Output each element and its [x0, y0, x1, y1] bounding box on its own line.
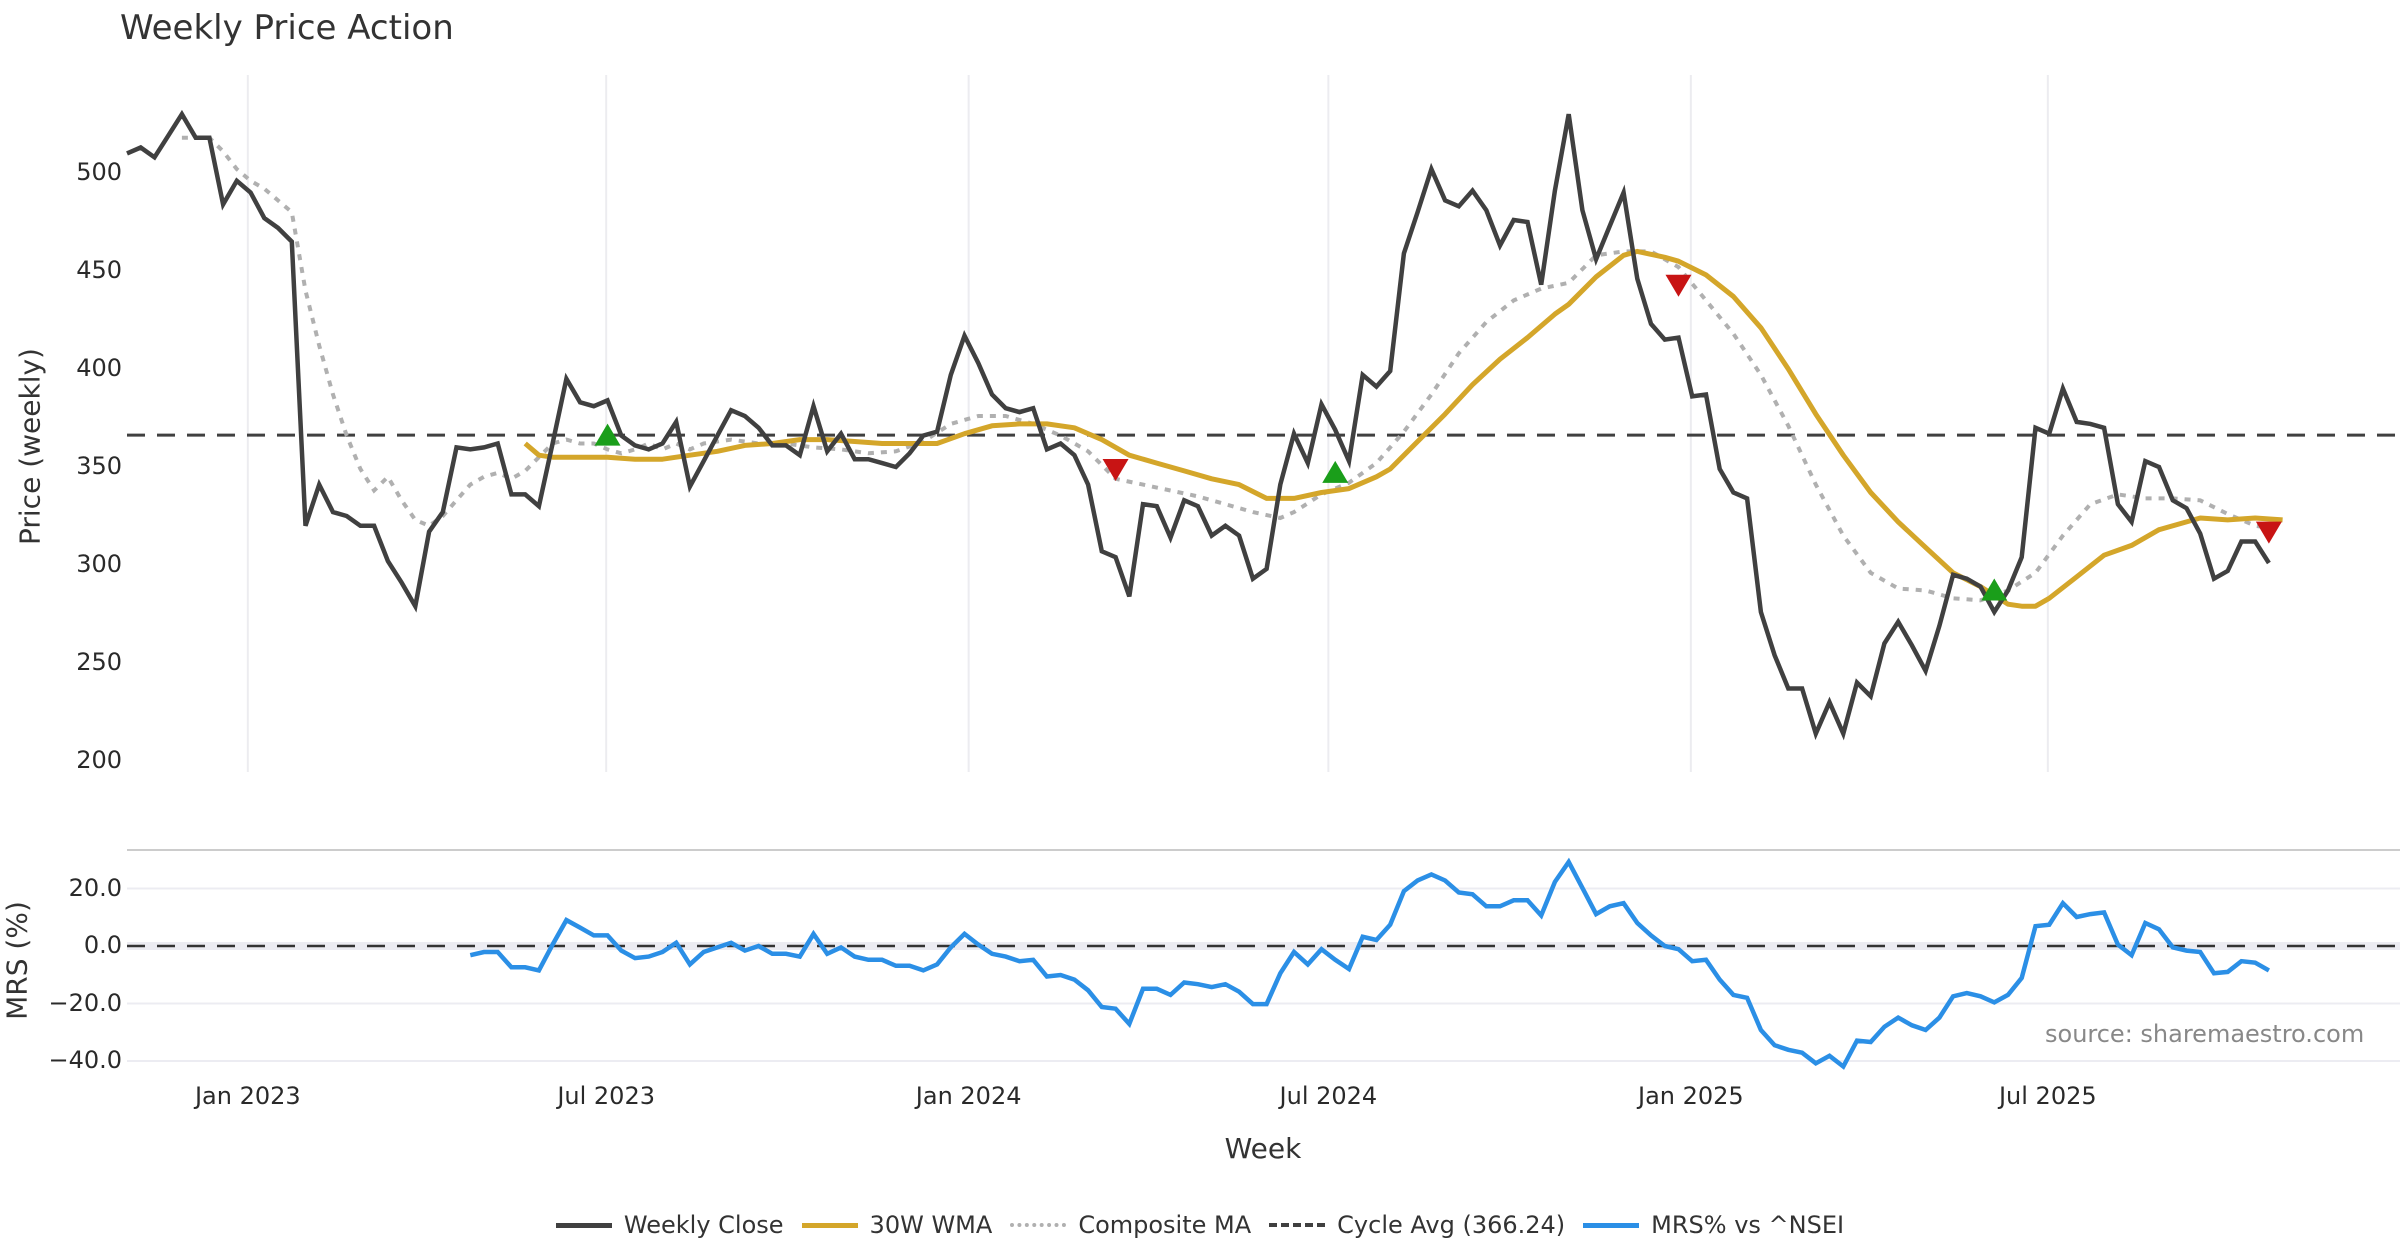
mrs-tick-label: −20.0 [48, 988, 122, 1017]
legend-label: Composite MA [1078, 1211, 1252, 1239]
legend-item[interactable]: Weekly Close [555, 1211, 784, 1239]
price-tick-label: 200 [76, 746, 122, 774]
mrs-tick-label: 0.0 [83, 931, 122, 959]
composite-ma-line [181, 135, 2283, 603]
source-note: source: sharemaestro.com [2045, 1020, 2365, 1048]
legend-swatch-icon [1583, 1222, 1640, 1228]
legend-item[interactable]: MRS% vs ^NSEI [1583, 1211, 1844, 1239]
mrs-axis-label: MRS (%) [0, 901, 34, 1020]
weekly-close-line [126, 109, 2271, 741]
price-tick-label: 500 [76, 158, 122, 186]
buy-signal-marker [1981, 578, 2008, 601]
price-tick-label: 450 [76, 256, 122, 284]
x-tick-label: Jul 2023 [557, 1082, 655, 1110]
price-tick-label: 350 [76, 452, 122, 480]
x-tick-label: Jan 2025 [1637, 1082, 1744, 1110]
legend-swatch-icon [1269, 1223, 1326, 1227]
buy-signal-marker [1322, 460, 1349, 483]
x-tick-label: Jan 2024 [915, 1082, 1022, 1110]
legend-item[interactable]: 30W WMA [801, 1211, 993, 1239]
price-tick-label: 400 [76, 354, 122, 382]
x-tick-label: Jan 2023 [194, 1082, 301, 1110]
legend-swatch-icon [801, 1222, 858, 1228]
legend-item[interactable]: Cycle Avg (366.24) [1269, 1211, 1565, 1239]
legend-swatch-icon [555, 1222, 612, 1228]
signal-markers [594, 274, 2282, 601]
price-tick-label: 250 [76, 648, 122, 676]
legend-label: Cycle Avg (366.24) [1337, 1211, 1566, 1239]
price-tick-label: 300 [76, 550, 122, 578]
mrs-tick-label: −40.0 [48, 1046, 122, 1074]
legend: Weekly Close 30W WMA Composite MA Cycle Avg… [0, 1211, 2400, 1239]
legend-label: 30W WMA [869, 1211, 993, 1239]
legend-label: MRS% vs ^NSEI [1651, 1211, 1845, 1239]
mrs-line [469, 857, 2271, 1070]
wma-30w-line [523, 248, 2283, 609]
x-tick-label: Jul 2025 [1998, 1082, 2097, 1110]
buy-signal-marker [594, 423, 621, 446]
vertical-gridlines [246, 75, 2049, 772]
x-axis-label: Week [1224, 1132, 1302, 1165]
chart-title: Weekly Price Action [120, 8, 454, 48]
legend-swatch-icon [1010, 1223, 1067, 1227]
x-tick-label: Jul 2024 [1279, 1082, 1378, 1110]
legend-item[interactable]: Composite MA [1010, 1211, 1251, 1239]
mrs-tick-label: 20.0 [68, 873, 122, 902]
sell-signal-marker [1102, 458, 1129, 481]
legend-label: Weekly Close [623, 1211, 784, 1239]
sell-signal-marker [1665, 274, 1692, 297]
sell-signal-marker [2255, 521, 2282, 544]
